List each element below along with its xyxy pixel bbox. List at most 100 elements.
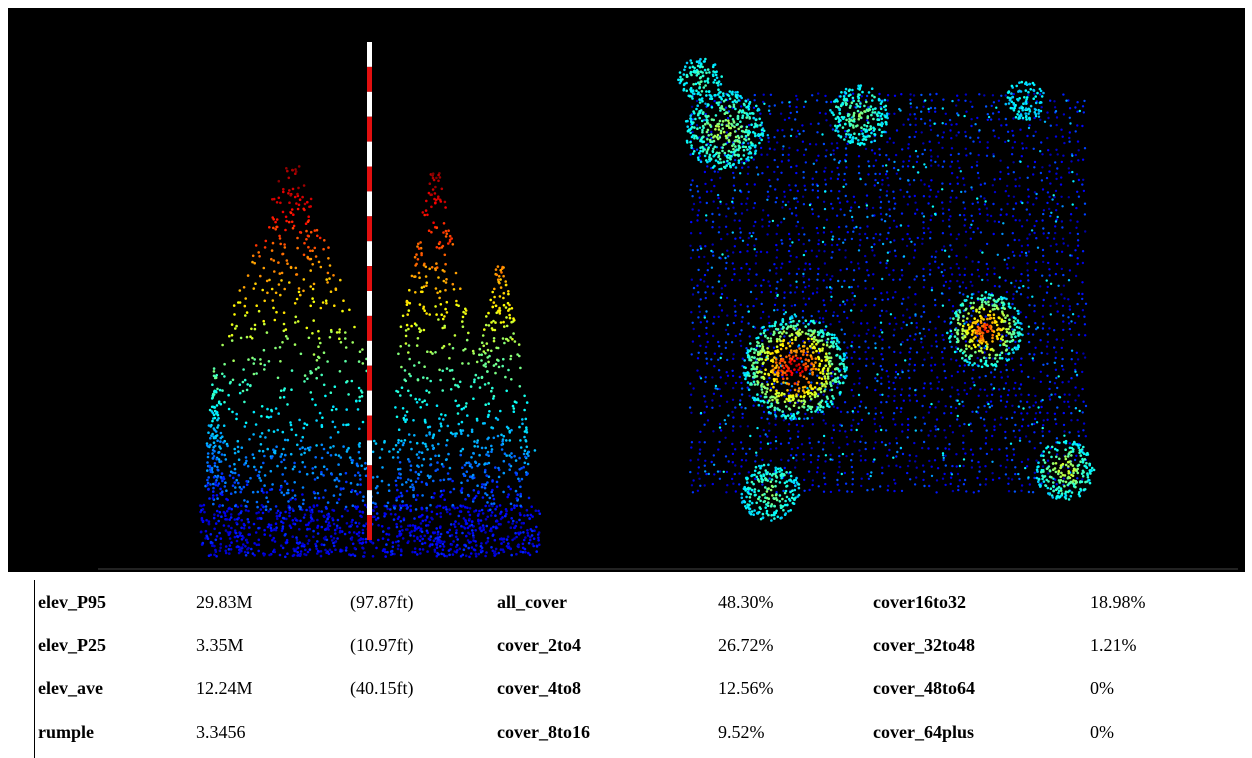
point <box>879 233 881 235</box>
point <box>432 221 435 224</box>
point <box>906 339 908 341</box>
point <box>325 299 328 302</box>
point <box>717 359 719 361</box>
point <box>971 285 973 287</box>
point <box>510 355 513 358</box>
point <box>445 508 448 511</box>
point <box>803 243 805 245</box>
point <box>424 519 427 522</box>
point <box>1010 443 1012 445</box>
point <box>887 99 889 101</box>
point <box>348 309 351 312</box>
point <box>219 543 222 546</box>
point <box>851 357 853 359</box>
point <box>440 425 443 428</box>
point <box>345 481 348 484</box>
point <box>985 357 987 359</box>
point <box>893 161 895 163</box>
point <box>1006 418 1008 420</box>
point <box>444 254 447 257</box>
point <box>775 447 777 449</box>
point <box>239 550 242 553</box>
point <box>279 202 282 205</box>
point <box>1055 351 1057 353</box>
point <box>246 541 249 544</box>
point <box>221 389 224 392</box>
point <box>726 297 728 299</box>
point <box>1014 436 1016 438</box>
point <box>327 272 330 275</box>
point <box>323 351 326 354</box>
point <box>992 203 994 205</box>
point <box>406 490 409 493</box>
point <box>426 448 429 451</box>
point <box>704 183 706 185</box>
point <box>796 286 798 288</box>
point <box>233 313 236 316</box>
point <box>945 377 947 379</box>
point <box>881 179 883 181</box>
point <box>297 208 300 211</box>
point <box>298 505 301 508</box>
point <box>712 430 714 432</box>
point <box>350 521 353 524</box>
point <box>900 411 902 413</box>
point <box>415 324 418 327</box>
point <box>836 142 838 144</box>
point <box>256 506 259 509</box>
point <box>839 269 841 271</box>
point <box>895 154 897 156</box>
point <box>1076 191 1078 193</box>
point <box>401 494 404 497</box>
point <box>1001 376 1003 378</box>
point <box>1040 371 1042 373</box>
point <box>1020 293 1022 295</box>
point <box>1000 95 1002 97</box>
point <box>881 368 883 370</box>
point <box>782 148 784 150</box>
point <box>914 249 916 251</box>
point <box>513 537 516 540</box>
point <box>464 506 467 509</box>
point <box>1020 412 1022 414</box>
point <box>413 434 416 437</box>
point <box>501 516 504 519</box>
point <box>797 201 799 203</box>
point <box>979 141 981 143</box>
point <box>237 446 240 449</box>
point <box>216 510 219 513</box>
point <box>469 514 472 517</box>
point <box>272 242 275 245</box>
point <box>266 280 269 283</box>
point <box>377 539 380 542</box>
point <box>455 536 458 539</box>
point <box>539 512 542 515</box>
point <box>501 365 504 368</box>
point <box>864 233 866 235</box>
point <box>212 490 215 493</box>
point <box>331 539 334 542</box>
point <box>234 327 237 330</box>
point <box>732 399 734 401</box>
point <box>244 305 247 308</box>
point <box>503 472 506 475</box>
point <box>346 449 349 452</box>
point <box>310 231 313 234</box>
point <box>246 311 249 314</box>
point <box>990 400 992 402</box>
point <box>704 460 706 462</box>
point <box>1035 261 1037 263</box>
point <box>515 490 518 493</box>
point <box>315 255 318 258</box>
point <box>253 457 256 460</box>
point <box>439 379 442 382</box>
point <box>436 292 439 295</box>
point <box>1085 405 1087 407</box>
point <box>1028 127 1030 129</box>
point <box>906 233 908 235</box>
point <box>808 285 810 287</box>
point <box>690 232 692 234</box>
point <box>970 125 972 127</box>
point <box>712 255 714 257</box>
point <box>852 363 854 365</box>
